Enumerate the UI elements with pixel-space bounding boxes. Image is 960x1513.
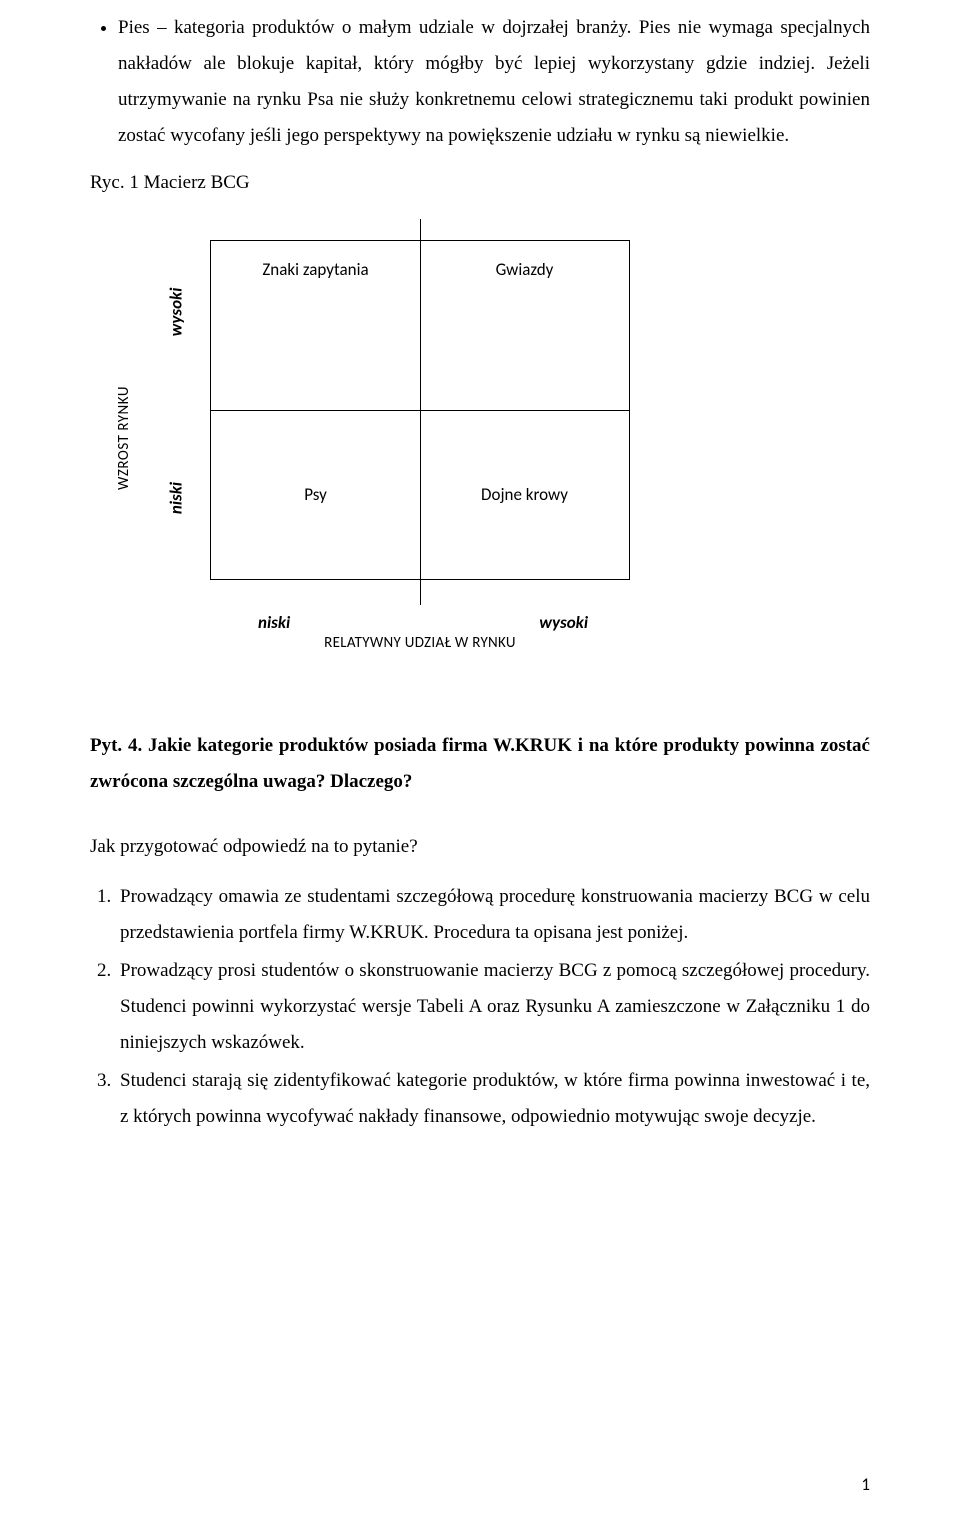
bullet-item-pies: Pies – kategoria produktów o małym udzia…	[118, 10, 870, 154]
y-axis-label: WZROST RYNKU	[115, 386, 133, 490]
axis-tick-bottom	[420, 579, 421, 605]
axis-tick-top	[420, 219, 421, 241]
steps-list: Prowadzący omawia ze studentami szczegół…	[90, 879, 870, 1136]
document-page: Pies – kategoria produktów o małym udzia…	[0, 0, 960, 1513]
page-number: 1	[861, 1474, 870, 1495]
matrix-cell-cash-cows: Dojne krowy	[420, 410, 629, 579]
step-item: Prowadzący omawia ze studentami szczegół…	[116, 879, 870, 951]
matrix-cell-dogs: Psy	[211, 410, 420, 579]
figure-caption: Ryc. 1 Macierz BCG	[90, 172, 870, 194]
matrix-cell-question-marks: Znaki zapytania	[211, 241, 420, 410]
y-axis-low: niski	[166, 482, 187, 514]
x-axis-high: wysoki	[539, 612, 588, 633]
matrix-box: Znaki zapytania Gwiazdy Psy Dojne krowy	[210, 240, 630, 580]
step-item: Studenci starają się zidentyfikować kate…	[116, 1063, 870, 1135]
bcg-matrix: WZROST RYNKU wysoki niski Znaki zapytani…	[130, 218, 670, 658]
x-axis-label: RELATYWNY UDZIAŁ W RYNKU	[210, 634, 630, 652]
x-axis-low: niski	[258, 612, 290, 633]
question-heading: Pyt. 4. Jakie kategorie produktów posiad…	[90, 728, 870, 800]
step-item: Prowadzący prosi studentów o skonstruowa…	[116, 953, 870, 1061]
y-axis-high: wysoki	[166, 288, 187, 337]
matrix-cell-stars: Gwiazdy	[420, 241, 629, 410]
question-subheading: Jak przygotować odpowiedź na to pytanie?	[90, 829, 870, 865]
bullet-list: Pies – kategoria produktów o małym udzia…	[90, 10, 870, 154]
